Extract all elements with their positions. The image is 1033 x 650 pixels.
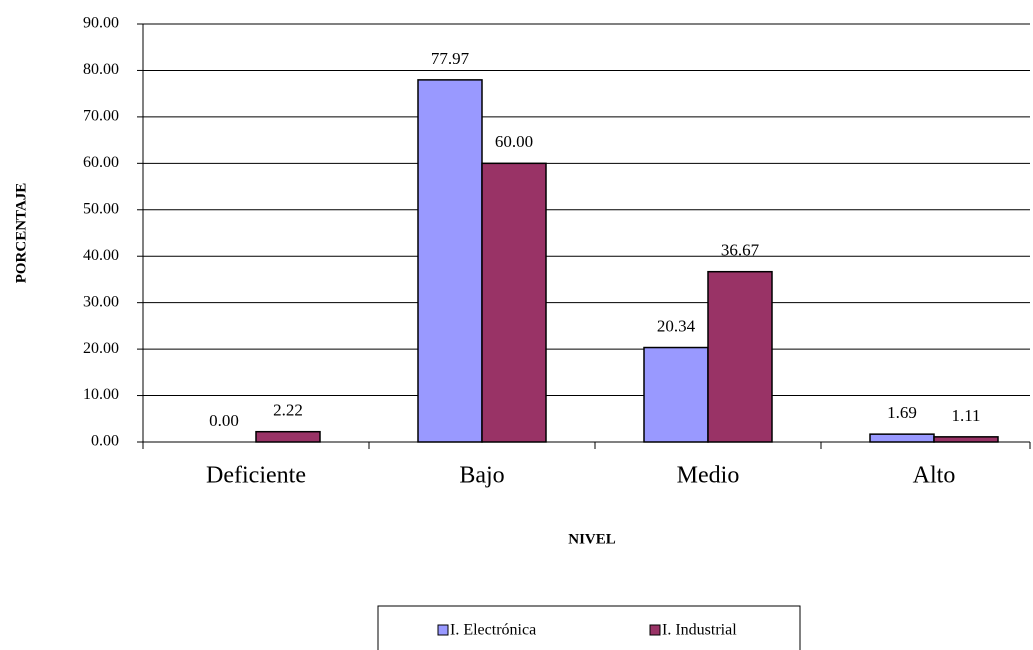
x-tick-label: Alto (913, 463, 956, 489)
value-label: 1.69 (887, 403, 917, 422)
y-tick-label: 90.00 (83, 15, 119, 32)
y-axis-title: PORCENTAJE (13, 183, 29, 284)
x-axis-title: NIVEL (568, 531, 616, 547)
y-tick-label: 50.00 (83, 200, 119, 217)
y-tick-label: 60.00 (83, 154, 119, 171)
bar (643, 346, 709, 443)
x-tick-label: Bajo (459, 463, 504, 489)
bar (707, 270, 773, 443)
bar (481, 162, 547, 443)
bar (933, 436, 999, 443)
y-tick-label: 40.00 (83, 247, 119, 264)
y-tick-label: 10.00 (83, 386, 119, 403)
legend-label: I. Industrial (662, 622, 737, 639)
bar (417, 79, 483, 443)
value-label: 1.11 (951, 406, 980, 425)
value-label: 77.97 (431, 49, 470, 68)
value-label: 2.22 (273, 401, 303, 420)
y-tick-label: 30.00 (83, 293, 119, 310)
value-label: 60.00 (495, 132, 533, 151)
value-label: 0.00 (209, 411, 239, 430)
y-tick-label: 80.00 (83, 61, 119, 78)
legend-label: I. Electrónica (450, 622, 536, 639)
bar (869, 433, 935, 443)
y-tick-label: 20.00 (83, 340, 119, 357)
x-tick-label: Deficiente (206, 463, 306, 489)
legend-swatch (437, 624, 449, 636)
x-tick-label: Medio (677, 463, 740, 489)
legend-swatch (649, 624, 661, 636)
value-label: 36.67 (721, 241, 760, 260)
value-label: 20.34 (657, 316, 696, 335)
bar (255, 430, 321, 443)
y-tick-label: 70.00 (83, 108, 119, 125)
y-tick-label: 0.00 (91, 433, 119, 450)
